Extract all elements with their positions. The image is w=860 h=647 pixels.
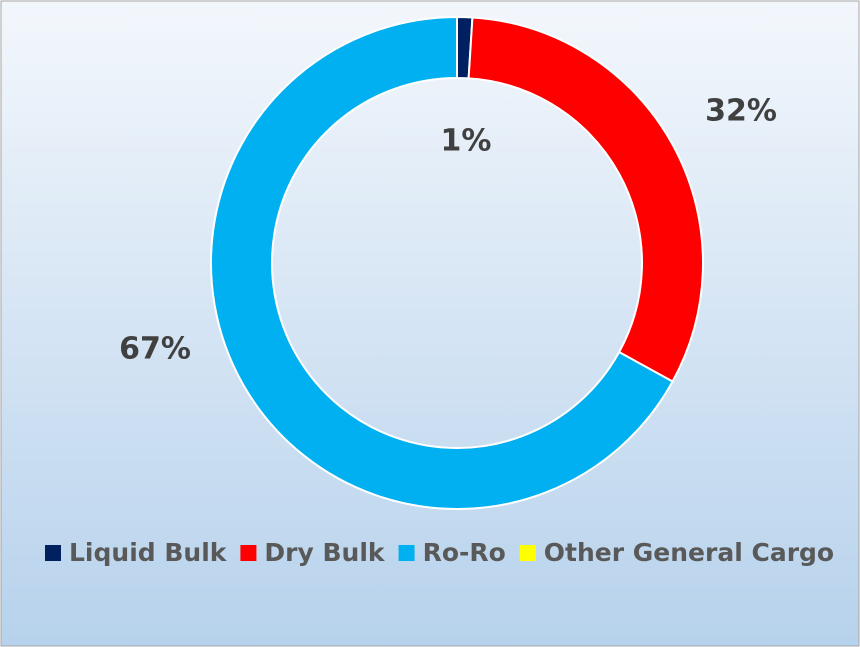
donut-slice	[210, 15, 674, 510]
legend-label: Dry Bulk	[264, 538, 386, 567]
donut-slice	[467, 16, 704, 383]
legend-swatch	[398, 545, 415, 561]
legend-swatch	[519, 545, 536, 561]
data-label: 67%	[119, 332, 191, 367]
data-label: 1%	[441, 124, 492, 159]
legend-label: Ro-Ro	[423, 538, 506, 567]
legend-label: Liquid Bulk	[69, 538, 228, 567]
legend-swatch	[45, 545, 61, 561]
legend-label: Other General Cargo	[544, 538, 834, 567]
data-label: 32%	[705, 94, 777, 129]
legend-swatch	[240, 545, 257, 561]
